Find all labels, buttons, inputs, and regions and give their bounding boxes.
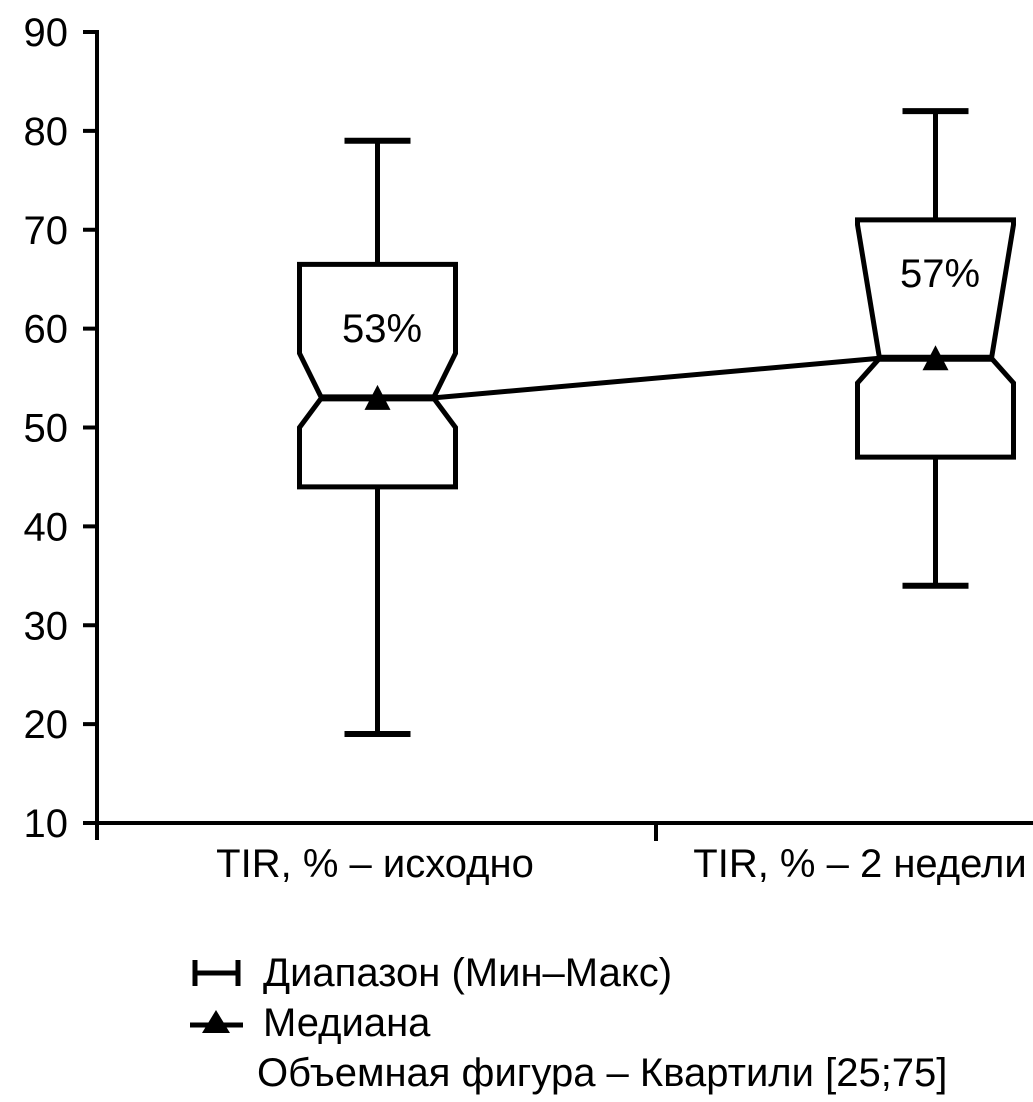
x-category-label: TIR, % – исходно <box>216 842 534 886</box>
box-lower-polygon <box>297 395 458 490</box>
legend-label-quartiles: Объемная фигура – Квартили [25;75] <box>257 1050 948 1095</box>
y-axis-tick-label: 10 <box>24 802 69 846</box>
median-annotation: 53% <box>342 307 422 351</box>
legend-icon-spacer <box>190 1055 243 1091</box>
y-axis-tick-label: 90 <box>24 11 69 55</box>
median-triangle-icon <box>190 1005 243 1041</box>
y-axis-tick-label: 60 <box>24 308 69 352</box>
legend-item-median: Медиана <box>190 998 947 1048</box>
range-whisker-icon <box>190 955 243 991</box>
median-connector-line <box>433 355 880 401</box>
legend: Диапазон (Мин–Макс) Медиана Объемная фиг… <box>190 948 947 1098</box>
legend-item-range: Диапазон (Мин–Макс) <box>190 948 947 998</box>
legend-label-median: Медиана <box>263 1000 431 1045</box>
legend-label-range: Диапазон (Мин–Макс) <box>263 950 673 995</box>
y-axis-tick-label: 70 <box>24 209 69 253</box>
y-axis-tick-label: 50 <box>24 407 69 451</box>
box-lower-polygon <box>855 355 1016 460</box>
median-marker-triangle <box>364 384 391 410</box>
y-axis-tick-label: 20 <box>24 703 69 747</box>
legend-item-quartiles: Объемная фигура – Квартили [25;75] <box>190 1048 947 1098</box>
x-category-label: TIR, % – 2 недели <box>693 842 1026 886</box>
median-marker-triangle <box>922 345 949 371</box>
median-annotation: 57% <box>900 252 980 296</box>
y-axis-tick-label: 30 <box>24 604 69 648</box>
y-axis-tick-label: 40 <box>24 505 69 549</box>
y-axis-tick-label: 80 <box>24 110 69 154</box>
